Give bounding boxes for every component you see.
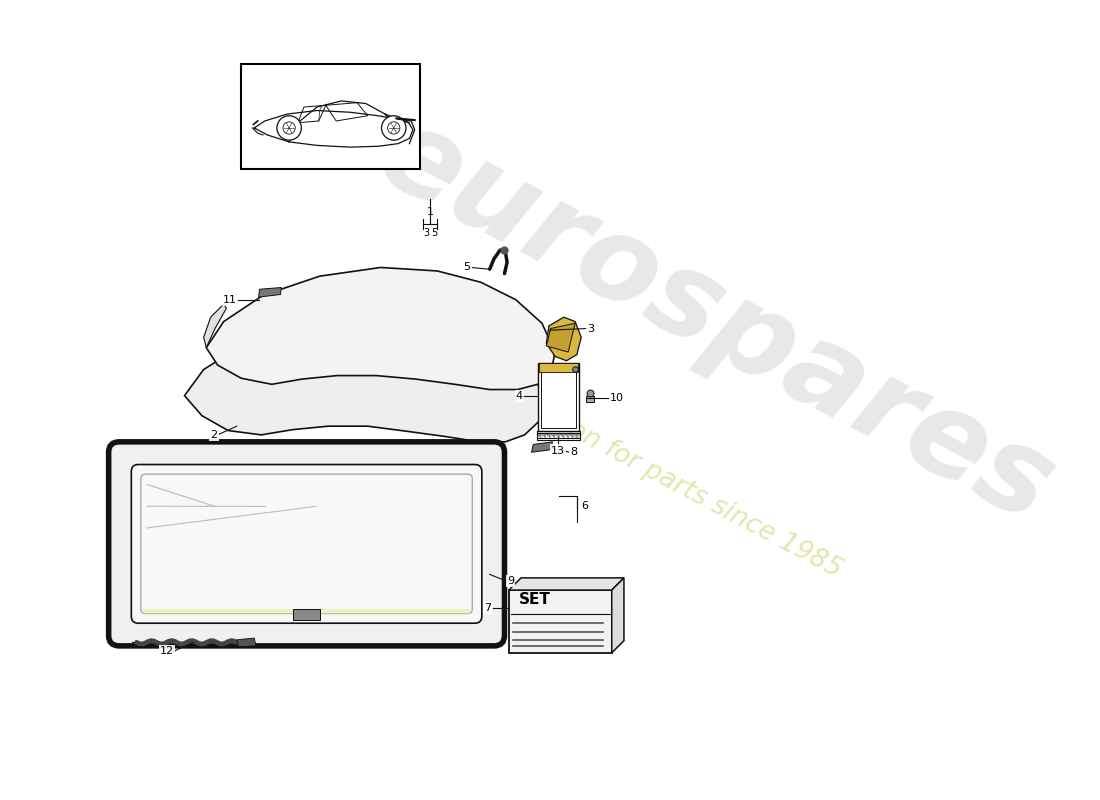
Polygon shape — [204, 304, 227, 348]
Text: 11: 11 — [223, 294, 236, 305]
Polygon shape — [543, 433, 546, 438]
Text: 5: 5 — [463, 262, 471, 273]
Text: 7: 7 — [484, 602, 492, 613]
Polygon shape — [548, 433, 550, 438]
Text: 4: 4 — [516, 390, 522, 401]
Polygon shape — [573, 433, 575, 437]
Polygon shape — [560, 433, 562, 437]
Text: 3: 3 — [424, 227, 429, 238]
Polygon shape — [579, 433, 581, 437]
Polygon shape — [258, 287, 282, 297]
Polygon shape — [547, 317, 581, 361]
Polygon shape — [550, 433, 553, 437]
Polygon shape — [547, 323, 575, 352]
Text: eurospares: eurospares — [360, 95, 1072, 547]
Polygon shape — [538, 363, 580, 431]
Polygon shape — [509, 590, 612, 653]
Circle shape — [277, 116, 301, 140]
Text: a passion for parts since 1985: a passion for parts since 1985 — [482, 374, 846, 583]
Polygon shape — [612, 578, 624, 653]
Text: 13: 13 — [551, 446, 564, 455]
Text: SET: SET — [519, 592, 551, 607]
Text: 1: 1 — [427, 206, 433, 217]
Polygon shape — [585, 396, 594, 402]
Text: 9: 9 — [507, 576, 514, 586]
Polygon shape — [556, 433, 558, 437]
Polygon shape — [562, 433, 564, 438]
Polygon shape — [143, 610, 471, 614]
FancyBboxPatch shape — [109, 442, 505, 646]
Polygon shape — [553, 433, 556, 438]
Text: 3: 3 — [587, 323, 594, 334]
Polygon shape — [564, 433, 567, 437]
Polygon shape — [236, 638, 256, 646]
Polygon shape — [531, 442, 552, 452]
Polygon shape — [558, 433, 560, 438]
Text: 6: 6 — [581, 502, 589, 511]
Polygon shape — [569, 433, 571, 437]
Polygon shape — [566, 433, 569, 438]
Bar — [241, 64, 420, 169]
Text: 2: 2 — [210, 430, 218, 440]
Text: 10: 10 — [610, 394, 624, 403]
Polygon shape — [539, 363, 578, 372]
Polygon shape — [185, 315, 543, 442]
Polygon shape — [207, 267, 556, 390]
Polygon shape — [546, 433, 548, 437]
Text: 5: 5 — [431, 227, 438, 238]
Polygon shape — [294, 610, 320, 620]
Polygon shape — [537, 433, 539, 437]
Circle shape — [387, 122, 400, 134]
Polygon shape — [575, 433, 579, 438]
FancyBboxPatch shape — [131, 465, 482, 623]
Text: 12: 12 — [160, 646, 174, 656]
Polygon shape — [509, 578, 624, 590]
Polygon shape — [571, 433, 573, 438]
Circle shape — [382, 116, 406, 140]
Polygon shape — [541, 433, 543, 437]
Circle shape — [283, 122, 295, 134]
Text: 8: 8 — [570, 447, 578, 458]
Polygon shape — [539, 433, 541, 438]
